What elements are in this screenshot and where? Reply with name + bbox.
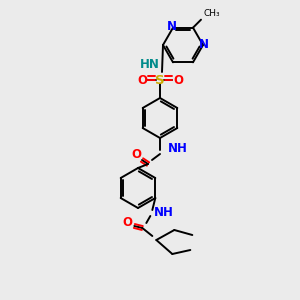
Text: NH: NH	[154, 206, 174, 218]
Text: O: O	[173, 74, 183, 86]
Text: N: N	[167, 20, 177, 33]
Text: HN: HN	[140, 58, 160, 71]
Text: O: O	[122, 215, 132, 229]
Text: N: N	[199, 38, 209, 52]
Text: S: S	[155, 74, 165, 86]
Text: O: O	[137, 74, 147, 86]
Text: O: O	[131, 148, 141, 160]
Text: CH₃: CH₃	[203, 9, 220, 18]
Text: NH: NH	[168, 142, 188, 154]
